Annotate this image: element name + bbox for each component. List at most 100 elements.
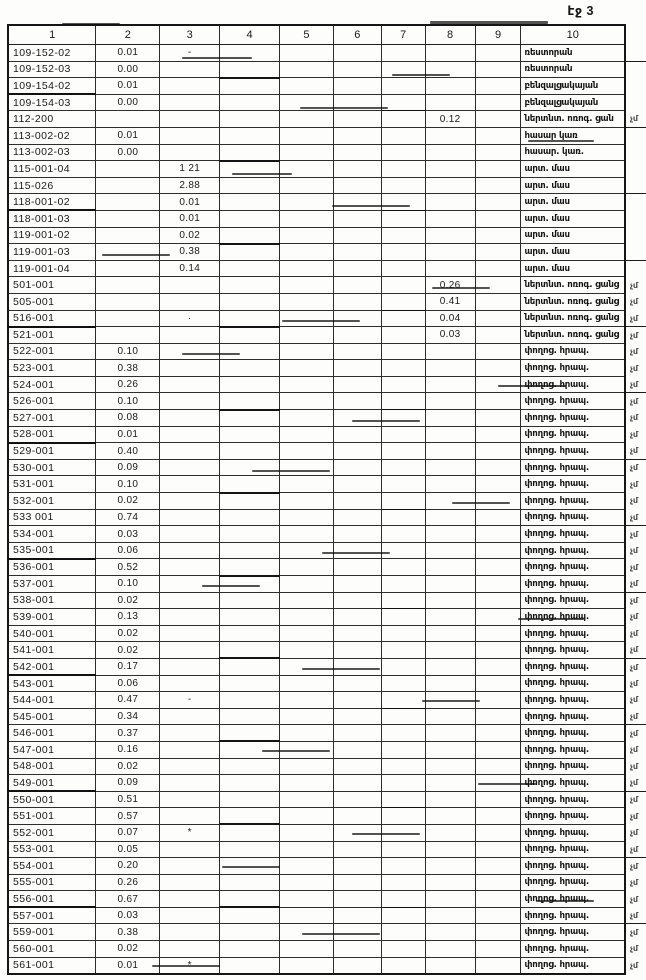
cell-col5 bbox=[279, 624, 334, 643]
cell-col6 bbox=[332, 823, 382, 842]
cell-col1: 119-001-02 bbox=[7, 226, 97, 245]
cell-col5 bbox=[279, 956, 334, 975]
cell-col10: արտ. մաս bbox=[520, 226, 626, 245]
table-row: 112-200 0.12 ներտնտ. ոռոգ. ցան չմ bbox=[7, 110, 646, 128]
edge-mark bbox=[625, 194, 646, 211]
cell-col10: փողոց. հրապ. bbox=[520, 641, 626, 659]
cell-col6 bbox=[332, 740, 382, 759]
cell-col4 bbox=[219, 458, 281, 477]
cell-col8 bbox=[424, 558, 476, 576]
cell-col8 bbox=[424, 807, 476, 825]
edge-mark bbox=[625, 244, 646, 261]
cell-col7 bbox=[380, 541, 426, 560]
edge-mark: չմ bbox=[629, 711, 639, 721]
cell-col3 bbox=[159, 558, 221, 576]
cell-col3: - bbox=[159, 691, 221, 709]
cell-col1: 560-001 bbox=[7, 940, 97, 958]
cell-col4 bbox=[219, 392, 281, 411]
table-row: 109-152-02 0.01- ռեստորան bbox=[7, 44, 646, 62]
cell-col6 bbox=[332, 425, 382, 444]
cell-col4 bbox=[219, 840, 281, 859]
cell-col5 bbox=[279, 425, 334, 444]
cell-col2 bbox=[95, 160, 161, 178]
edge-mark: չմ bbox=[629, 629, 639, 639]
edge-mark: չմ bbox=[629, 645, 639, 655]
cell-col10: փողոց. հրապ. bbox=[520, 458, 626, 477]
cell-col10: փողոց. հրապ. bbox=[520, 359, 626, 377]
cell-col9 bbox=[474, 326, 522, 344]
cell-col1: 551-001 bbox=[7, 807, 97, 825]
cell-col10: փողոց. հրապ. bbox=[520, 857, 626, 875]
cell-col9 bbox=[474, 442, 522, 460]
cell-col2: 0.09 bbox=[95, 774, 161, 792]
cell-col9 bbox=[474, 160, 522, 178]
cell-col7 bbox=[380, 873, 426, 892]
cell-col4 bbox=[219, 492, 281, 510]
cell-col4 bbox=[219, 707, 281, 726]
cell-col4 bbox=[219, 60, 281, 79]
table-row: 554-001 0.20 փողոց. հրապ. չմ bbox=[7, 857, 646, 875]
cell-col5 bbox=[279, 458, 334, 477]
cell-col3 bbox=[159, 674, 221, 693]
cell-col10: փողոց. հրապ. bbox=[520, 956, 626, 975]
cell-col8 bbox=[424, 707, 476, 726]
cell-col7 bbox=[380, 375, 426, 394]
cell-col8 bbox=[424, 409, 476, 427]
cell-col10: փողոց. հրապ. bbox=[520, 624, 626, 643]
cell-col5 bbox=[279, 276, 334, 294]
cell-col7 bbox=[380, 326, 426, 344]
cell-col6 bbox=[332, 243, 382, 261]
cell-col7 bbox=[380, 110, 426, 128]
cell-col2: 0.57 bbox=[95, 807, 161, 825]
cell-col6 bbox=[332, 575, 382, 593]
cell-col2: 0.00 bbox=[95, 60, 161, 79]
cell-col2: 0.13 bbox=[95, 608, 161, 626]
cell-col7 bbox=[380, 508, 426, 527]
cell-col5 bbox=[279, 359, 334, 377]
edge-mark: չմ bbox=[629, 529, 639, 539]
cell-col9 bbox=[474, 608, 522, 626]
cell-col5 bbox=[279, 774, 334, 792]
edge-mark bbox=[625, 260, 646, 277]
cell-col2: 0.26 bbox=[95, 873, 161, 892]
cell-col6 bbox=[332, 790, 382, 809]
cell-col3 bbox=[159, 608, 221, 626]
edge-mark bbox=[625, 127, 646, 144]
cell-col3 bbox=[159, 707, 221, 726]
cell-col9 bbox=[474, 956, 522, 975]
cell-col4 bbox=[219, 375, 281, 394]
cell-col5 bbox=[279, 110, 334, 128]
edge-mark bbox=[625, 45, 646, 62]
cell-col10: փողոց. հրապ. bbox=[520, 442, 626, 460]
cell-col4 bbox=[219, 93, 281, 112]
cell-col4 bbox=[219, 126, 281, 145]
cell-col5 bbox=[279, 724, 334, 742]
cell-col4 bbox=[219, 757, 281, 776]
edge-mark: չմ bbox=[629, 844, 639, 854]
cell-col2: 0.20 bbox=[95, 857, 161, 875]
cell-col2: 0.47 bbox=[95, 691, 161, 709]
cell-col3 bbox=[159, 923, 221, 942]
cell-col4 bbox=[219, 243, 281, 261]
table-row: 118-001-03 0.01 արտ. մաս bbox=[7, 209, 646, 228]
cell-col3 bbox=[159, 143, 221, 162]
cell-col5 bbox=[279, 193, 334, 211]
cell-col2: 0.10 bbox=[95, 392, 161, 411]
edge-mark: չմ bbox=[629, 397, 639, 407]
cell-col9 bbox=[474, 425, 522, 444]
cell-col7 bbox=[380, 259, 426, 278]
cell-col9 bbox=[474, 906, 522, 925]
cell-col2: 0.40 bbox=[95, 442, 161, 460]
cell-col6 bbox=[332, 93, 382, 112]
cell-col7 bbox=[380, 641, 426, 659]
cell-col6 bbox=[332, 160, 382, 178]
edge-header-spacer bbox=[625, 25, 646, 45]
cell-col2: 0.38 bbox=[95, 923, 161, 942]
column-header-1: 1 bbox=[7, 24, 97, 45]
cell-col6 bbox=[332, 392, 382, 411]
edge-mark: չմ bbox=[629, 811, 639, 821]
edge-mark bbox=[625, 177, 646, 194]
cell-col3 bbox=[159, 342, 221, 361]
cell-col7 bbox=[380, 823, 426, 842]
column-header-7: 7 bbox=[380, 24, 426, 45]
